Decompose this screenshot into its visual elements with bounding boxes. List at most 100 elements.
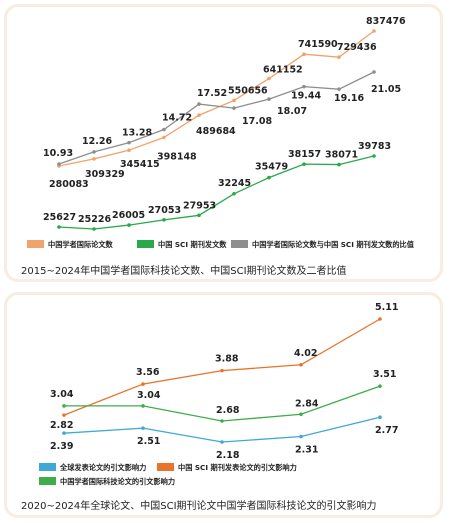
- chart-1-series-2-point: [337, 87, 341, 91]
- chart-1-data-label: 729436: [337, 42, 377, 53]
- chart-1-legend-swatch: [137, 240, 154, 248]
- chart-1-legend-label: 中国 SCI 期刊发文数: [158, 240, 227, 249]
- chart-2-series-1-point: [299, 362, 303, 367]
- chart-2-series-2-point: [378, 384, 382, 388]
- chart-2-data-label: 4.02: [294, 348, 317, 359]
- chart-2-data-label: 5.11: [375, 302, 398, 313]
- chart-1-data-label: 38157: [288, 149, 321, 160]
- chart-1-data-label: 18.07: [277, 106, 307, 117]
- chart-1-data-label: 17.52: [197, 88, 227, 99]
- chart-2-legend-swatch: [157, 463, 174, 471]
- chart-2-series-0-point: [220, 440, 224, 444]
- chart-2-data-label: 2.51: [137, 436, 160, 447]
- chart-1-data-label: 741590: [298, 39, 338, 50]
- chart-1-data-label: 398148: [157, 151, 197, 162]
- chart-1-data-label: 17.08: [242, 116, 272, 127]
- chart-2-series-2-point: [141, 404, 145, 408]
- chart-2-data-label: 2.18: [216, 450, 240, 461]
- chart-1-series-1-line: [58, 155, 375, 230]
- chart-2-series-0-point: [378, 415, 382, 420]
- chart-1-data-label: 25627: [43, 212, 76, 223]
- chart-1-series-0-point: [127, 148, 131, 152]
- chart-2-legend-label: 中国 SCI 期刊发表论文的引文影响力: [178, 463, 297, 472]
- chart-1-data-label: 26005: [112, 210, 145, 221]
- chart-2-title: 2020~2024年全球论文、中国SCI期刊论文中国学者国际科技论文的引文影响力: [21, 501, 377, 512]
- chart-2-data-label: 2.84: [295, 398, 319, 409]
- chart-1-series-0-point: [267, 76, 271, 81]
- chart-1-data-label: 309329: [85, 169, 125, 180]
- chart-1-data-label: 13.28: [122, 128, 152, 139]
- chart-2-series-0-point: [299, 434, 303, 439]
- chart-1-data-label: 38071: [325, 150, 358, 161]
- chart-1-series-0-point: [92, 157, 96, 161]
- chart-1-series-0-point: [197, 113, 201, 118]
- chart-1-series-2-point: [162, 127, 166, 132]
- chart-1-series-1-point: [197, 213, 201, 218]
- chart-1-legend-label: 中国学者国际论文数: [48, 240, 114, 249]
- chart-1-data-label: 35479: [255, 162, 288, 173]
- chart-1-legend-swatch: [27, 240, 44, 248]
- chart-2-series-2-point: [62, 404, 66, 408]
- chart-1-legend-swatch: [231, 240, 248, 248]
- chart-1-series-0-point: [232, 98, 236, 103]
- chart-1-series-1-point: [372, 154, 376, 158]
- chart-1-series-1-point: [92, 227, 96, 231]
- chart-1-data-label: 550656: [228, 85, 268, 96]
- chart-1-series-2-point: [127, 140, 131, 145]
- chart-1-data-label: 10.93: [43, 148, 73, 159]
- chart-1-data-label: 27053: [148, 205, 181, 216]
- chart-1-series-2-point: [302, 84, 306, 89]
- chart-1-series-2-point: [372, 70, 376, 74]
- chart-2-plot: 2.39 2.51 2.18 2.31 2.77 2.82 3.56 3.88 4.02 5.11…: [39, 302, 398, 486]
- chart-1-title: 2015~2024年中国学者国际科技论文数、中国SCI期刊论文数及二者比值: [21, 266, 347, 277]
- chart-2-data-label: 2.82: [50, 420, 73, 431]
- chart-2-series-1-point: [220, 368, 224, 373]
- chart-1-data-label: 837476: [366, 16, 406, 27]
- chart-1-data-label: 12.26: [82, 136, 112, 147]
- chart-1-series-2-point: [197, 102, 201, 106]
- chart-2-data-label: 3.51: [373, 369, 396, 380]
- chart-1-data-label: 21.05: [371, 84, 401, 95]
- chart-1-series-2-point: [232, 106, 236, 110]
- chart-1-series-1-point: [267, 175, 271, 180]
- chart-1-data-label: 32245: [218, 178, 251, 189]
- chart-2-data-label: 2.68: [216, 405, 240, 416]
- chart-1-series-0-point: [162, 135, 166, 140]
- chart-2-data-label: 3.88: [215, 354, 239, 365]
- chart-2-data-label: 2.39: [50, 441, 73, 452]
- chart-2-data-label: 3.04: [137, 390, 161, 401]
- chart-1-series-1-point: [337, 162, 341, 167]
- chart-2-series-1-point: [141, 382, 145, 386]
- chart-2-series-2-point: [299, 412, 303, 417]
- chart-1-legend-label: 中国学者国际论文数与中国 SCI 期刊发文数的比值: [252, 240, 415, 249]
- chart-1-series-0-point: [372, 29, 376, 33]
- chart-2-series-1-point: [62, 413, 66, 417]
- chart-panel-2: 2.39 2.51 2.18 2.31 2.77 2.82 3.56 3.88 4.02 5.11…: [4, 292, 443, 518]
- chart-2-legend-label: 中国学者国际科技论文的引文影响力: [60, 477, 175, 486]
- chart-1-data-label: 345415: [120, 159, 160, 170]
- chart-1-data-label: 25226: [78, 214, 111, 225]
- chart-1-data-label: 489684: [196, 126, 236, 137]
- chart-2-series-1-point: [378, 317, 382, 321]
- chart-1-data-label: 27953: [183, 200, 216, 211]
- chart-2-legend-swatch: [39, 477, 56, 485]
- chart-2-data-label: 3.04: [50, 389, 74, 400]
- chart-1-series-2-point: [92, 150, 96, 154]
- chart-1-series-1-point: [127, 223, 131, 227]
- chart-2-series-1-line: [63, 318, 381, 416]
- chart-1-series-2-line: [58, 71, 375, 165]
- chart-1-series-0-point: [302, 52, 306, 57]
- chart-2-series-2-point: [220, 419, 224, 423]
- chart-2-legend-label: 全球发表论文的引文影响力: [59, 463, 146, 472]
- chart-1-data-label: 641152: [263, 65, 303, 76]
- chart-2-data-label: 2.77: [375, 425, 398, 436]
- chart-2-data-label: 2.31: [295, 445, 318, 456]
- chart-1-data-label: 19.16: [334, 93, 364, 104]
- chart-2-data-label: 3.56: [136, 367, 160, 378]
- chart-1-data-label: 14.72: [162, 113, 192, 124]
- chart-1-series-2-point: [267, 97, 271, 101]
- chart-panel-1: 280083 309329 345415 398148 489684 550656 6411…: [4, 4, 443, 282]
- chart-1-series-0-line: [58, 30, 375, 167]
- chart-1-data-label: 19.44: [291, 91, 321, 102]
